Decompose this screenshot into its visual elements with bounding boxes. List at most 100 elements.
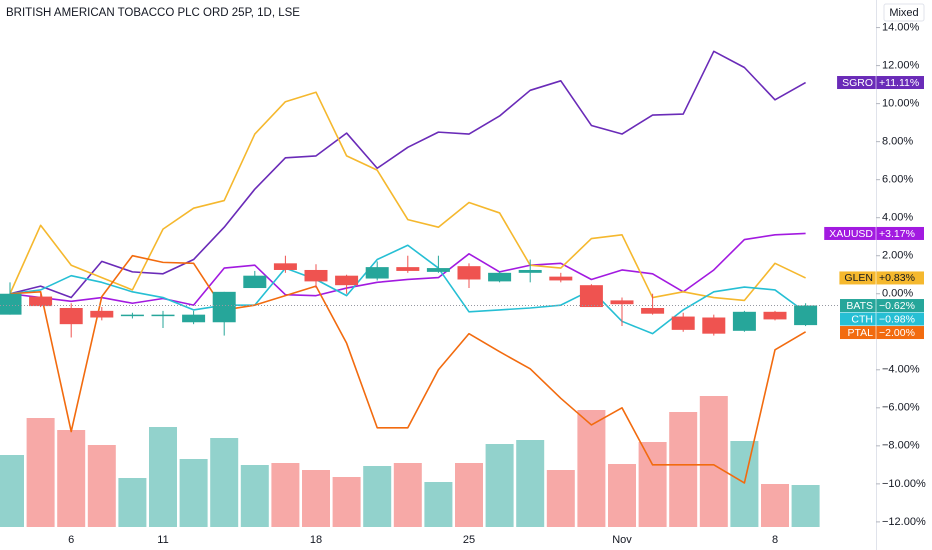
- candle-body: [579, 285, 603, 308]
- volume-bar: [118, 478, 147, 527]
- price-tag: XAUUSD +3.17%: [824, 226, 924, 240]
- volume-bar: [149, 427, 177, 527]
- y-tick-label: −10.00%: [882, 478, 926, 490]
- volume-bar: [0, 455, 24, 527]
- y-tick-label: −6.00%: [882, 402, 920, 414]
- x-tick-label: 11: [157, 534, 168, 546]
- price-tag-box: [824, 226, 924, 240]
- volume-bar: [332, 477, 361, 527]
- volume-layer: [0, 396, 820, 527]
- y-tick-label: 8.00%: [882, 136, 913, 148]
- price-tags: BATS −0.62% SGRO +11.11% XAUUSD +3.17% GLEN +0.…: [824, 76, 924, 340]
- candle-body: [671, 316, 695, 330]
- compare-line: [9, 91, 806, 302]
- y-tick-label: −12.00%: [882, 516, 926, 528]
- y-tick-label: 0.00%: [882, 288, 913, 300]
- volume-bar: [608, 464, 636, 527]
- y-tick-label: 2.00%: [882, 250, 913, 262]
- candle-body: [273, 263, 297, 270]
- scale-mode-label[interactable]: Mixed: [889, 7, 918, 19]
- candle-body: [641, 308, 665, 314]
- price-tag-name: GLEN: [844, 272, 873, 284]
- x-tick-label: Nov: [612, 534, 632, 546]
- candle-body: [182, 314, 206, 323]
- volume-bar: [761, 484, 789, 527]
- y-tick-label: −4.00%: [882, 364, 920, 376]
- volume-bar: [577, 410, 606, 527]
- compare-line: [9, 232, 806, 306]
- candle-body: [732, 311, 756, 331]
- candle-body: [488, 272, 512, 282]
- candles-layer: [0, 255, 818, 338]
- volume-bar: [179, 459, 208, 527]
- volume-bar: [26, 418, 55, 527]
- candle-body: [610, 300, 634, 305]
- candle-body: [151, 314, 175, 317]
- price-tag-value: +0.83%: [879, 272, 915, 284]
- volume-bar: [393, 463, 422, 527]
- x-tick-label: 8: [772, 534, 778, 546]
- candle-body: [426, 268, 450, 272]
- price-tag-name: SGRO: [842, 77, 873, 89]
- price-tag: BATS −0.62%: [840, 299, 924, 313]
- compare-line: [9, 50, 806, 299]
- price-tag-name: PTAL: [848, 327, 874, 339]
- volume-bar: [791, 485, 820, 527]
- price-tag-value: −2.00%: [879, 327, 915, 339]
- scale-mode-button[interactable]: [883, 3, 925, 22]
- volume-bar: [363, 466, 392, 527]
- price-tag-name: CTH: [851, 313, 873, 325]
- candle-body: [549, 276, 573, 281]
- volume-bar: [669, 412, 698, 527]
- price-tag-box: [840, 312, 924, 326]
- price-tag: PTAL −2.00%: [840, 326, 924, 340]
- volume-bar: [485, 444, 514, 527]
- y-tick-label: 12.00%: [882, 59, 920, 71]
- price-tag-value: −0.62%: [879, 300, 915, 312]
- candle-body: [304, 269, 328, 282]
- price-tag-value: +11.11%: [879, 77, 919, 89]
- candle-body: [518, 269, 542, 273]
- price-tag-box: [840, 326, 924, 340]
- candle-body: [212, 291, 236, 323]
- volume-bar: [57, 430, 86, 527]
- x-tick-label: 6: [68, 534, 74, 546]
- candle-body: [29, 296, 53, 307]
- x-tick-label: 25: [463, 534, 475, 546]
- price-tag-box: [840, 299, 924, 313]
- chart-title: BRITISH AMERICAN TOBACCO PLC ORD 25P, 1D…: [6, 7, 300, 19]
- candle-body: [90, 310, 114, 318]
- y-tick-label: 14.00%: [882, 21, 920, 33]
- candle-body: [763, 311, 787, 320]
- volume-bar: [210, 438, 239, 527]
- volume-bar: [424, 482, 453, 527]
- price-tag: GLEN +0.83%: [839, 271, 924, 285]
- candle-body: [0, 293, 22, 315]
- price-tag-box: [839, 271, 924, 285]
- y-tick-label: 6.00%: [882, 174, 913, 186]
- volume-bar: [730, 441, 759, 527]
- volume-bar: [271, 463, 300, 527]
- volume-bar: [516, 440, 545, 527]
- volume-bar: [87, 445, 116, 527]
- y-tick-label: 4.00%: [882, 212, 913, 224]
- candle-body: [243, 275, 267, 289]
- price-tag-value: +3.17%: [879, 228, 915, 240]
- price-tag: SGRO +11.11%: [837, 76, 924, 90]
- candle-body: [335, 275, 359, 286]
- y-tick-label: 10.00%: [882, 98, 920, 110]
- price-tag: CTH −0.98%: [840, 312, 924, 326]
- price-tag-name: BATS: [846, 300, 873, 312]
- x-tick-label: 18: [310, 534, 322, 546]
- volume-bar: [455, 463, 483, 527]
- volume-bar: [302, 470, 330, 527]
- candle-body: [120, 314, 144, 317]
- volume-bar: [638, 442, 667, 527]
- volume-bar: [240, 465, 269, 527]
- candle-body: [457, 266, 481, 280]
- price-tag-value: −0.98%: [879, 313, 915, 325]
- candle-body: [59, 308, 83, 325]
- candle-body: [702, 317, 726, 334]
- y-tick-label: −8.00%: [882, 440, 920, 452]
